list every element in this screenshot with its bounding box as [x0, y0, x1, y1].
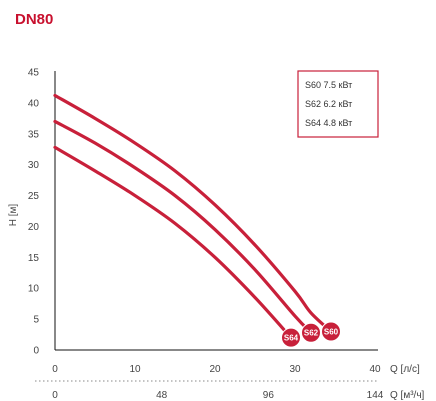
legend-entry-s62: S62 6.2 кВт: [305, 99, 352, 109]
x-tick-label: 0: [52, 364, 58, 375]
secondary-x-tick-label: 48: [156, 390, 168, 401]
y-tick-label: 20: [28, 222, 40, 233]
curve-s64: [53, 145, 293, 340]
marker-label-s62: S62: [304, 329, 319, 338]
secondary-x-tick-label: 144: [367, 390, 384, 401]
x-tick-label: 30: [289, 364, 301, 375]
marker-s60: [321, 321, 341, 342]
x-tick-label: 10: [129, 364, 141, 375]
secondary-x-axis-label: Q [м³/ч]: [390, 390, 425, 401]
y-tick-label: 45: [28, 68, 40, 79]
chart-title: DN80: [15, 11, 53, 28]
curve-s62: [53, 119, 313, 335]
y-tick-labels: 0 5 10 15 20 25 30 35 40 45: [28, 68, 40, 357]
x-tick-label: 20: [209, 364, 221, 375]
secondary-x-tick-labels: 0 48 96 144: [52, 390, 384, 401]
curve-markers: S60 S62 S64: [281, 321, 341, 348]
axes: [35, 71, 378, 382]
curves: [53, 93, 333, 340]
marker-s64: [281, 327, 301, 348]
marker-label-s60: S60: [324, 327, 339, 336]
y-tick-label: 40: [28, 98, 40, 109]
y-tick-label: 15: [28, 253, 40, 264]
legend: S60 7.5 кВт S62 6.2 кВт S64 4.8 кВт: [297, 70, 379, 138]
y-tick-label: 30: [28, 160, 40, 171]
secondary-x-tick-label: 96: [263, 390, 275, 401]
y-tick-label: 25: [28, 191, 40, 202]
x-tick-label: 40: [369, 364, 381, 375]
marker-s62: [301, 322, 321, 343]
y-axis-label: H [м]: [8, 204, 19, 227]
y-tick-label: 5: [33, 315, 39, 326]
secondary-x-tick-label: 0: [52, 390, 58, 401]
y-tick-label: 35: [28, 129, 40, 140]
legend-box: [297, 70, 379, 138]
y-tick-label: 0: [33, 346, 39, 357]
marker-label-s64: S64: [284, 334, 299, 343]
curve-s60: [53, 93, 333, 334]
x-axis-label: Q [л/с]: [390, 364, 420, 375]
y-tick-label: 10: [28, 284, 40, 295]
legend-entry-s64: S64 4.8 кВт: [305, 118, 352, 128]
x-tick-labels: 0 10 20 30 40: [52, 364, 381, 375]
legend-entry-s60: S60 7.5 кВт: [305, 80, 352, 90]
